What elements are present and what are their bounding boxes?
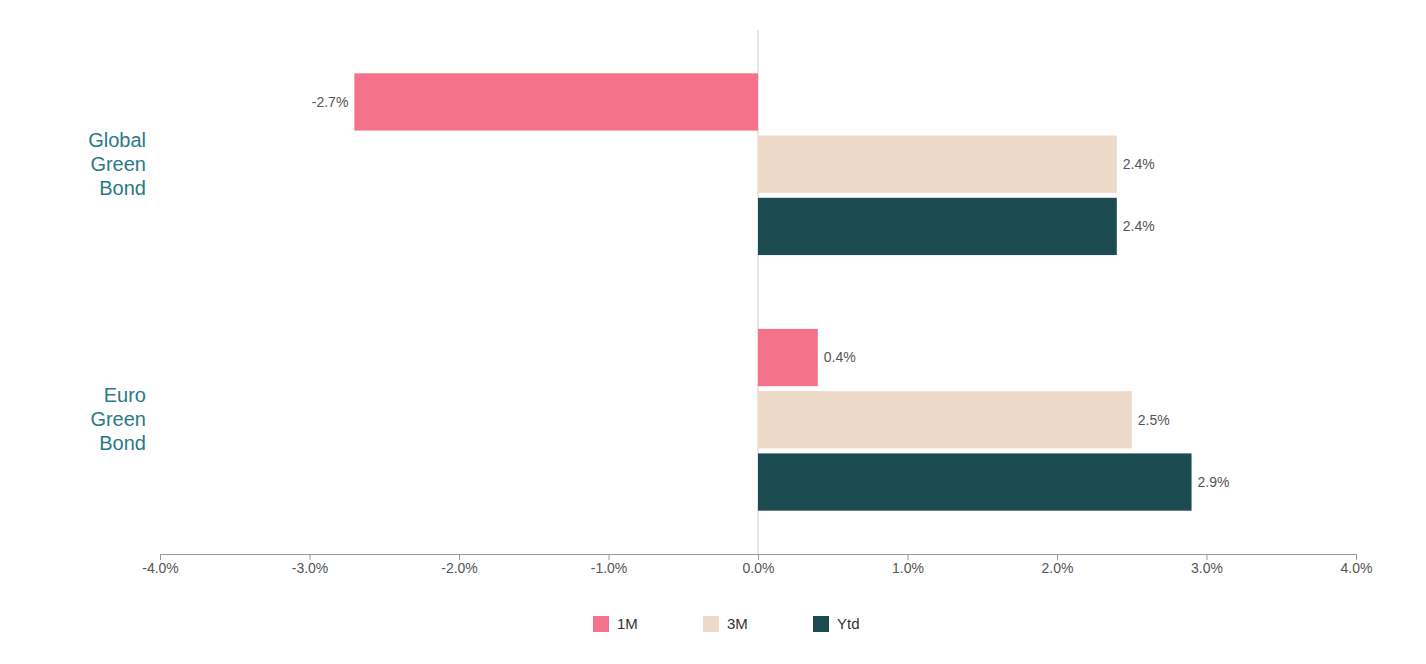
legend-item: 1M — [593, 615, 638, 632]
x-tick-label: 4.0% — [1341, 560, 1373, 576]
x-tick: -2.0% — [441, 554, 478, 576]
x-tick-label: -1.0% — [591, 560, 628, 576]
legend-swatch — [593, 616, 609, 632]
bar — [758, 453, 1192, 510]
x-tick-label: 3.0% — [1191, 560, 1223, 576]
bar — [354, 73, 758, 130]
legend-swatch — [813, 616, 829, 632]
legend: 1M 3M Ytd — [593, 615, 860, 632]
x-tick: 2.0% — [1042, 554, 1074, 576]
x-tick-label: -2.0% — [441, 560, 478, 576]
bar — [758, 329, 818, 386]
chart: -4.0% -3.0% -2.0% -1.0% 0.0% 1.0% 2.0% 3.0% 4.0%… — [0, 0, 1426, 664]
x-tick-label: -3.0% — [292, 560, 329, 576]
legend-label: Ytd — [837, 615, 860, 632]
x-tick: 0.0% — [743, 554, 775, 576]
data-label: 2.9% — [1198, 474, 1230, 490]
x-tick-label: 2.0% — [1042, 560, 1074, 576]
x-tick: -4.0% — [142, 554, 179, 576]
y-tick: GlobalGreenBond — [88, 129, 160, 199]
data-label: -2.7% — [312, 94, 349, 110]
data-label: 0.4% — [824, 349, 856, 365]
bar — [758, 391, 1132, 448]
legend-label: 1M — [617, 615, 638, 632]
x-tick-label: 1.0% — [892, 560, 924, 576]
plot: -4.0% -3.0% -2.0% -1.0% 0.0% 1.0% 2.0% 3.0% 4.0%… — [88, 30, 1372, 576]
x-tick: 1.0% — [892, 554, 924, 576]
x-axis: -4.0% -3.0% -2.0% -1.0% 0.0% 1.0% 2.0% 3.0% 4.0% — [142, 554, 1372, 576]
legend-label: 3M — [727, 615, 748, 632]
data-label: 2.4% — [1123, 156, 1155, 172]
legend-item: Ytd — [813, 615, 860, 632]
x-tick-label: 0.0% — [743, 560, 775, 576]
x-tick: 3.0% — [1191, 554, 1223, 576]
y-axis: GlobalGreenBond EuroGreenBond — [88, 129, 160, 455]
bars — [354, 73, 1191, 510]
y-tick: EuroGreenBond — [90, 384, 160, 454]
x-tick-label: -4.0% — [142, 560, 179, 576]
bar — [758, 198, 1117, 255]
legend-item: 3M — [703, 615, 748, 632]
x-tick: 4.0% — [1341, 554, 1373, 576]
data-labels: -2.7% 0.4% 2.4% 2.5% 2.4% 2.9% — [312, 94, 1230, 490]
legend-swatch — [703, 616, 719, 632]
x-tick: -1.0% — [591, 554, 628, 576]
bar — [758, 136, 1117, 193]
data-label: 2.5% — [1138, 412, 1170, 428]
x-tick: -3.0% — [292, 554, 329, 576]
data-label: 2.4% — [1123, 218, 1155, 234]
category-label: GlobalGreenBond — [88, 129, 146, 199]
category-label: EuroGreenBond — [90, 384, 146, 454]
